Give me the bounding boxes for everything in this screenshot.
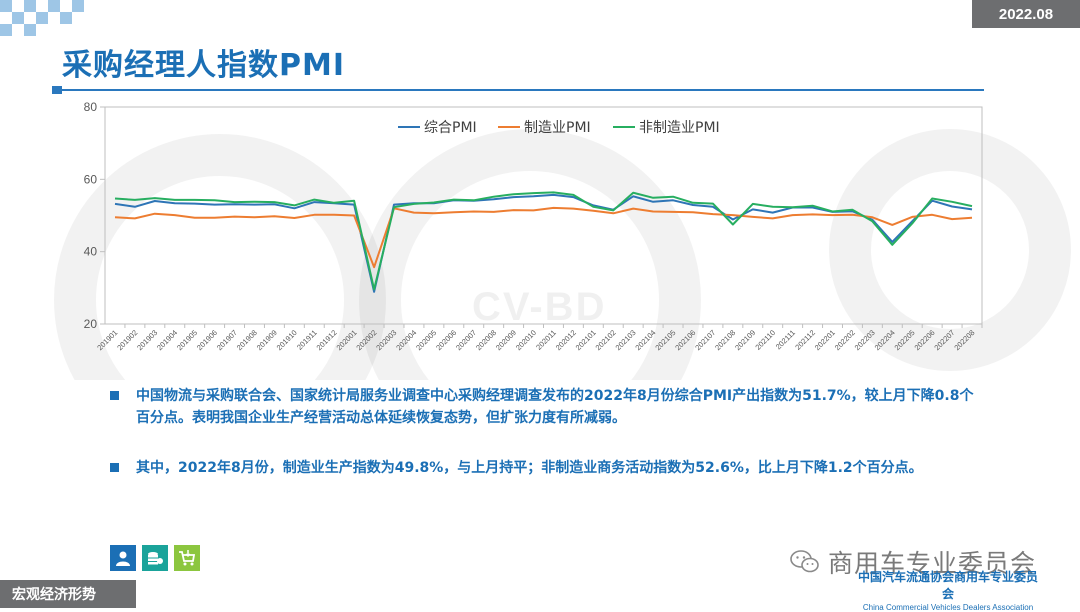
x-tick-label: 201904	[155, 328, 179, 352]
x-tick-label: 202006	[434, 328, 458, 352]
x-tick-label: 201907	[215, 328, 239, 352]
series-line	[114, 206, 973, 269]
bullet-list: 中国物流与采购联合会、国家统计局服务业调查中心采购经理调查发布的2022年8月份…	[110, 385, 982, 507]
bullet-item: 其中，2022年8月份，制造业生产指数为49.8%，与上月持平；非制造业商务活动…	[110, 457, 982, 479]
corner-checker-decoration	[0, 0, 84, 36]
x-tick-label: 202005	[414, 328, 438, 352]
bullet-text: 中国物流与采购联合会、国家统计局服务业调查中心采购经理调查发布的2022年8月份…	[136, 388, 974, 426]
title-divider-accent	[52, 86, 62, 94]
page-title: 采购经理人指数PMI	[62, 48, 346, 83]
watermark-text: CV-BD	[472, 285, 607, 329]
x-tick-label: 202110	[753, 328, 777, 352]
series-line	[114, 191, 973, 291]
x-tick-label: 201909	[255, 328, 279, 352]
x-tick-label: 202007	[454, 328, 478, 352]
x-tick-label: 201905	[175, 328, 199, 352]
x-tick-label: 202201	[813, 328, 837, 352]
x-tick-label: 202008	[474, 328, 498, 352]
title-divider	[52, 89, 984, 91]
x-tick-label: 202101	[574, 328, 598, 352]
person-icon[interactable]	[110, 545, 136, 571]
legend-label: 综合PMI	[424, 120, 477, 136]
x-tick-label: 202011	[534, 328, 558, 352]
x-tick-label: 202103	[614, 328, 638, 352]
x-tick-label: 202112	[793, 328, 817, 352]
y-tick-label: 40	[84, 245, 98, 259]
wechat-account-name: 商用车专业委员会	[828, 549, 1037, 578]
coins-icon[interactable]	[142, 545, 168, 571]
y-tick-label: 80	[84, 100, 98, 114]
report-date-badge: 2022.08	[972, 0, 1080, 28]
chart-legend: 综合PMI 制造业PMI 非制造业PMI	[398, 120, 720, 136]
x-tick-label: 201902	[115, 328, 139, 352]
bullet-item: 中国物流与采购联合会、国家统计局服务业调查中心采购经理调查发布的2022年8月份…	[110, 385, 982, 429]
watermark-ring	[359, 129, 701, 380]
watermark-ring	[829, 129, 1071, 371]
icon-row	[110, 545, 200, 571]
chart-series	[114, 191, 973, 293]
x-tick-label: 202108	[713, 328, 737, 352]
x-tick-label: 201910	[275, 328, 299, 352]
wechat-icon	[790, 550, 819, 573]
x-tick-label: 202202	[833, 328, 857, 352]
bullet-marker	[110, 463, 119, 472]
watermark-ring	[54, 134, 386, 380]
association-logo: 中国汽车流通协会商用车专业委员会 China Commercial Vehicl…	[858, 568, 1038, 612]
x-tick-label: 201908	[235, 328, 259, 352]
x-tick-label: 201903	[135, 328, 159, 352]
legend-label: 制造业PMI	[524, 120, 591, 136]
x-tick-label: 201906	[195, 328, 219, 352]
x-tick-label: 202109	[733, 328, 757, 352]
x-tick-label: 201911	[295, 328, 319, 352]
bullet-marker	[110, 391, 119, 400]
section-label: 宏观经济形势	[0, 580, 136, 608]
bullet-text: 其中，2022年8月份，制造业生产指数为49.8%，与上月持平；非制造业商务活动…	[136, 460, 923, 476]
x-tick-label: 202012	[554, 328, 578, 352]
x-tick-label: 202010	[514, 328, 538, 352]
x-tick-label: 202009	[494, 328, 518, 352]
x-tick-label: 202111	[774, 328, 797, 351]
watermark-layer	[54, 129, 1071, 380]
association-name-cn: 中国汽车流通协会商用车专业委员会	[858, 570, 1039, 601]
legend-label: 非制造业PMI	[639, 120, 720, 136]
wechat-account: 商用车专业委员会	[790, 544, 1036, 580]
pmi-line-chart: 2040608020190120190220190320190420190520…	[54, 100, 1071, 380]
y-tick-label: 20	[84, 317, 98, 331]
cart-icon[interactable]	[174, 545, 200, 571]
y-tick-label: 60	[84, 172, 98, 186]
x-tick-label: 202102	[594, 328, 618, 352]
